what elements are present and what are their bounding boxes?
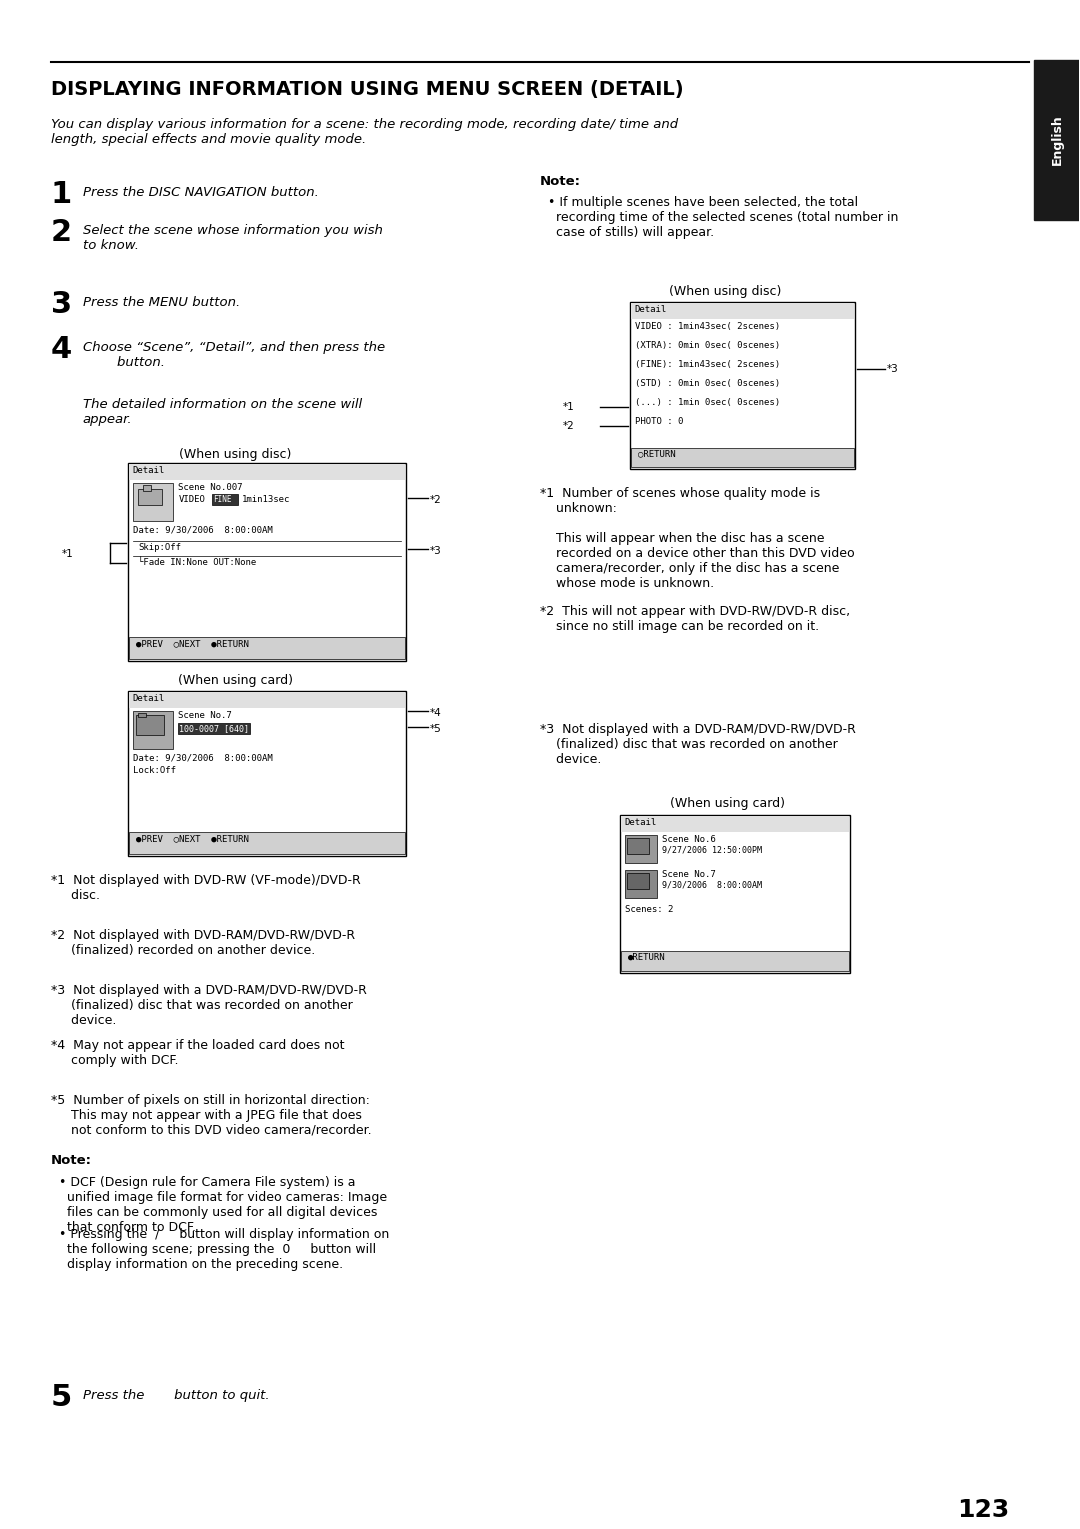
Text: *3: *3: [887, 364, 899, 373]
Bar: [144, 486, 151, 491]
Text: Date: 9/30/2006  8:00:00AM: Date: 9/30/2006 8:00:00AM: [134, 526, 273, 535]
Text: PHOTO : 0: PHOTO : 0: [635, 416, 684, 425]
Text: Skip:Off: Skip:Off: [138, 543, 181, 552]
Bar: [134, 483, 174, 521]
Text: The detailed information on the scene will
appear.: The detailed information on the scene wi…: [82, 398, 362, 425]
Text: 123: 123: [957, 1498, 1010, 1523]
Bar: [630, 301, 854, 469]
Bar: [621, 951, 849, 971]
Text: *3  Not displayed with a DVD-RAM/DVD-RW/DVD-R
    (finalized) disc that was reco: *3 Not displayed with a DVD-RAM/DVD-RW/D…: [540, 723, 855, 766]
Text: 4: 4: [51, 335, 71, 364]
Text: *3  Not displayed with a DVD-RAM/DVD-RW/DVD-R
     (finalized) disc that was rec: *3 Not displayed with a DVD-RAM/DVD-RW/D…: [51, 985, 366, 1027]
Text: *1  Number of scenes whose quality mode is
    unknown:

    This will appear wh: *1 Number of scenes whose quality mode i…: [540, 488, 854, 590]
Text: *2  Not displayed with DVD-RAM/DVD-RW/DVD-R
     (finalized) recorded on another: *2 Not displayed with DVD-RAM/DVD-RW/DVD…: [51, 930, 354, 957]
Bar: [129, 463, 406, 661]
Bar: [625, 870, 657, 898]
Text: Scene No.7: Scene No.7: [178, 711, 232, 720]
Text: *4: *4: [430, 708, 442, 719]
Text: Detail: Detail: [133, 466, 164, 476]
Text: (...) : 1min 0sec( 0scenes): (...) : 1min 0sec( 0scenes): [635, 398, 780, 407]
Bar: [621, 816, 849, 832]
Bar: [130, 465, 405, 480]
Text: VIDEO: VIDEO: [178, 495, 205, 505]
Text: ●PREV  ○NEXT  ●RETURN: ●PREV ○NEXT ●RETURN: [136, 835, 249, 842]
Text: 3: 3: [51, 289, 71, 318]
Text: Scenes: 2: Scenes: 2: [625, 905, 673, 914]
Bar: [626, 873, 649, 888]
Text: Note:: Note:: [51, 1154, 92, 1167]
Text: Detail: Detail: [133, 694, 164, 703]
Text: Detail: Detail: [624, 818, 657, 827]
Text: • Pressing the  /     button will display information on
  the following scene; : • Pressing the / button will display inf…: [58, 1228, 389, 1271]
Text: Press the       button to quit.: Press the button to quit.: [82, 1390, 269, 1402]
Text: You can display various information for a scene: the recording mode, recording d: You can display various information for …: [51, 118, 677, 145]
Text: Scene No.6: Scene No.6: [662, 835, 716, 844]
Text: └Fade IN:None OUT:None: └Fade IN:None OUT:None: [138, 558, 257, 567]
Text: *2: *2: [430, 495, 442, 506]
Text: • If multiple scenes have been selected, the total
  recording time of the selec: • If multiple scenes have been selected,…: [548, 196, 899, 239]
Text: *3: *3: [430, 546, 442, 557]
Bar: [213, 494, 239, 506]
Bar: [134, 711, 174, 749]
Text: (When using card): (When using card): [671, 797, 785, 810]
Text: English: English: [1051, 115, 1064, 165]
Text: Choose “Scene”, “Detail”, and then press the
        button.: Choose “Scene”, “Detail”, and then press…: [82, 341, 384, 368]
Text: FINE: FINE: [214, 495, 232, 505]
Text: *5  Number of pixels on still in horizontal direction:
     This may not appear : *5 Number of pixels on still in horizont…: [51, 1093, 372, 1136]
Text: *1  Not displayed with DVD-RW (VF-mode)/DVD-R
     disc.: *1 Not displayed with DVD-RW (VF-mode)/D…: [51, 875, 361, 902]
Text: 1min13sec: 1min13sec: [242, 495, 291, 505]
Bar: [1035, 60, 1079, 220]
Text: (When using disc): (When using disc): [179, 448, 292, 460]
Bar: [130, 638, 405, 659]
Bar: [138, 489, 162, 506]
Bar: [631, 303, 853, 318]
Bar: [631, 448, 853, 468]
Text: ○RETURN: ○RETURN: [638, 450, 675, 459]
Bar: [178, 723, 251, 734]
Text: *2  This will not appear with DVD-RW/DVD-R disc,
    since no still image can be: *2 This will not appear with DVD-RW/DVD-…: [540, 605, 850, 633]
Bar: [130, 832, 405, 855]
Text: 1: 1: [51, 180, 71, 209]
Text: *5: *5: [430, 725, 442, 734]
Text: Select the scene whose information you wish
to know.: Select the scene whose information you w…: [82, 223, 382, 252]
Text: 5: 5: [51, 1384, 71, 1413]
Text: (When using disc): (When using disc): [669, 284, 781, 298]
Bar: [625, 835, 657, 862]
Text: VIDEO : 1min43sec( 2scenes): VIDEO : 1min43sec( 2scenes): [635, 321, 780, 330]
Text: 2: 2: [51, 217, 71, 246]
Text: *2: *2: [563, 420, 575, 431]
Bar: [129, 691, 406, 856]
Text: ●RETURN: ●RETURN: [627, 953, 665, 962]
Text: Scene No.7: Scene No.7: [662, 870, 716, 879]
Text: Scene No.007: Scene No.007: [178, 483, 243, 492]
Text: *4  May not appear if the loaded card does not
     comply with DCF.: *4 May not appear if the loaded card doe…: [51, 1038, 345, 1067]
Text: Lock:Off: Lock:Off: [134, 766, 176, 775]
Text: (When using card): (When using card): [178, 674, 293, 687]
Text: DISPLAYING INFORMATION USING MENU SCREEN (DETAIL): DISPLAYING INFORMATION USING MENU SCREEN…: [51, 80, 684, 99]
Text: 9/27/2006 12:50:00PM: 9/27/2006 12:50:00PM: [662, 846, 761, 855]
Bar: [130, 693, 405, 708]
Text: Press the MENU button.: Press the MENU button.: [82, 295, 240, 309]
Text: (XTRA): 0min 0sec( 0scenes): (XTRA): 0min 0sec( 0scenes): [635, 341, 780, 350]
Text: (STD) : 0min 0sec( 0scenes): (STD) : 0min 0sec( 0scenes): [635, 379, 780, 387]
Text: ●PREV  ○NEXT  ●RETURN: ●PREV ○NEXT ●RETURN: [136, 639, 249, 648]
Bar: [626, 838, 649, 855]
Text: Note:: Note:: [540, 174, 581, 188]
Bar: [620, 815, 850, 972]
Text: 100-0007 [640]: 100-0007 [640]: [179, 725, 249, 734]
Text: • DCF (Design rule for Camera File system) is a
  unified image file format for : • DCF (Design rule for Camera File syste…: [58, 1176, 387, 1234]
Bar: [136, 716, 164, 735]
Text: Press the DISC NAVIGATION button.: Press the DISC NAVIGATION button.: [82, 187, 319, 199]
Bar: [138, 713, 147, 717]
Text: 9/30/2006  8:00:00AM: 9/30/2006 8:00:00AM: [662, 881, 761, 888]
Text: Detail: Detail: [634, 304, 666, 313]
Text: Date: 9/30/2006  8:00:00AM: Date: 9/30/2006 8:00:00AM: [134, 754, 273, 761]
Text: *1: *1: [563, 402, 575, 411]
Text: (FINE): 1min43sec( 2scenes): (FINE): 1min43sec( 2scenes): [635, 359, 780, 368]
Text: *1: *1: [62, 549, 73, 560]
